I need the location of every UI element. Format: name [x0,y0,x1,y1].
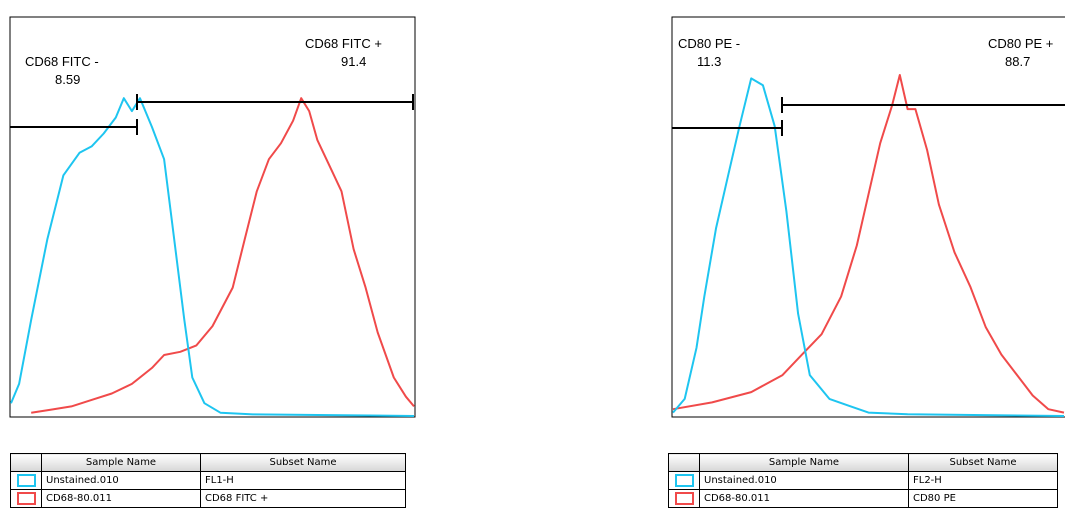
legend-table-left: Sample Name Subset Name Unstained.010 FL… [10,453,406,508]
swatch-icon [16,492,36,505]
plot-frame [9,16,416,418]
legend-swatch-cell [10,471,42,490]
sample-name-cell: CD68-80.011 [41,489,201,508]
gate-value-positive: 88.7 [1005,54,1030,69]
gate-label-positive: CD68 FITC + [305,36,382,51]
legend-swatch-cell [10,489,42,508]
gate-bar-negative[interactable] [10,119,138,135]
table-row[interactable]: Unstained.010 FL2-H [668,471,1058,490]
legend-swatch-cell [668,489,700,508]
gate-label-negative: CD68 FITC - [25,54,99,69]
histogram-panel-right: CD80 PE - 11.3 CD80 PE + 88.7 Sample Nam… [660,0,1065,522]
gate-value-negative: 11.3 [697,54,721,69]
swatch-icon [16,474,36,487]
sample-name-cell: CD68-80.011 [699,489,909,508]
table-row[interactable]: CD68-80.011 CD68 FITC + [10,489,406,508]
legend-table-right: Sample Name Subset Name Unstained.010 FL… [668,453,1058,508]
sample-name-cell: Unstained.010 [699,471,909,490]
subset-name-cell: CD68 FITC + [200,489,406,508]
sample-name-cell: Unstained.010 [41,471,201,490]
histogram-plot-right: CD80 PE - 11.3 CD80 PE + 88.7 [671,16,1065,418]
legend-header-blank [10,453,42,472]
column-header-sample[interactable]: Sample Name [41,453,201,472]
histogram-plot-left: CD68 FITC - 8.59 CD68 FITC + 91.4 [9,16,416,418]
swatch-icon [674,492,694,505]
column-header-subset[interactable]: Subset Name [200,453,406,472]
legend-header-blank [668,453,700,472]
histogram-series-unstained [10,97,415,417]
subset-name-cell: FL1-H [200,471,406,490]
gate-label-negative: CD80 PE - [678,36,740,51]
swatch-icon [674,474,694,487]
histogram-series-stained [672,74,1065,414]
column-header-subset[interactable]: Subset Name [908,453,1058,472]
gate-value-positive: 91.4 [341,54,366,69]
gate-bar-negative[interactable] [672,120,783,136]
subset-name-cell: FL2-H [908,471,1058,490]
legend-swatch-cell [668,471,700,490]
gate-label-positive: CD80 PE + [988,36,1053,51]
gate-bar-positive[interactable] [136,94,414,110]
gate-bar-positive[interactable] [781,97,1065,113]
subset-name-cell: CD80 PE [908,489,1058,508]
histogram-series-unstained [672,77,1065,417]
table-row[interactable]: Unstained.010 FL1-H [10,471,406,490]
table-row[interactable]: CD68-80.011 CD80 PE [668,489,1058,508]
column-header-sample[interactable]: Sample Name [699,453,909,472]
histogram-panel-left: CD68 FITC - 8.59 CD68 FITC + 91.4 Sample… [0,0,430,522]
plot-frame [671,16,1065,418]
histogram-series-stained [31,97,415,414]
gate-value-negative: 8.59 [55,72,80,87]
